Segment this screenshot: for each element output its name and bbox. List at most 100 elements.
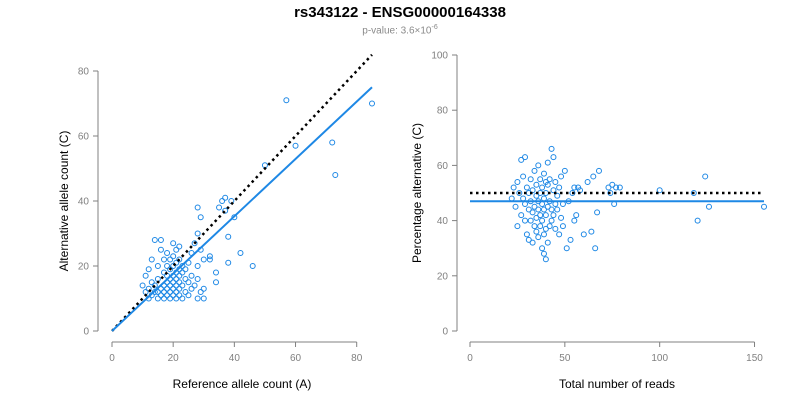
left-data-point	[194, 276, 201, 282]
left-data-point	[170, 253, 177, 260]
right-data-point	[544, 181, 551, 188]
chart-subtitle: p-value: 3.6×10-6	[0, 24, 800, 36]
left-data-point	[170, 263, 177, 269]
right-data-point	[523, 231, 530, 238]
left-data-point	[173, 246, 180, 253]
right-y-tick-label: 100	[431, 51, 448, 62]
right-data-point	[554, 206, 561, 213]
right-data-point	[531, 167, 538, 174]
left-data-point	[222, 207, 229, 214]
right-data-point	[702, 173, 709, 180]
right-data-point	[533, 214, 540, 221]
right-data-point	[508, 195, 515, 202]
left-data-point	[161, 289, 167, 295]
left-data-point	[329, 139, 336, 146]
left-data-point	[167, 282, 174, 289]
left-data-point	[222, 194, 229, 201]
right-data-point	[542, 256, 549, 263]
right-data-point	[605, 184, 612, 191]
left-data-point	[369, 100, 375, 107]
right-data-point	[544, 159, 551, 166]
left-data-point	[151, 237, 158, 243]
left-data-point	[148, 256, 155, 263]
right-data-point	[535, 206, 542, 213]
right-data-point	[613, 184, 620, 191]
right-data-point	[512, 203, 519, 210]
left-data-point	[179, 295, 186, 302]
left-data-point	[142, 272, 149, 279]
right-data-point	[588, 228, 595, 235]
right-data-point	[559, 201, 566, 208]
right-data-point	[527, 217, 534, 224]
left-data-point	[151, 282, 158, 289]
left-data-point	[176, 285, 183, 292]
left-data-point	[200, 256, 207, 263]
right-data-point	[531, 203, 538, 210]
right-y-tick-label: 20	[437, 271, 449, 282]
left-data-point	[167, 295, 174, 302]
left-data-point	[145, 266, 152, 273]
left-data-point	[157, 237, 164, 243]
left-data-point	[213, 279, 219, 286]
chart-title: rs343122 - ENSG00000164338	[294, 4, 506, 21]
right-data-point	[540, 170, 547, 177]
right-data-point	[533, 228, 540, 235]
left-data-point	[237, 250, 244, 256]
left-data-point	[225, 233, 232, 240]
right-data-point	[592, 245, 599, 252]
right-data-point	[516, 190, 523, 196]
right-data-point	[552, 225, 559, 232]
right-data-point	[540, 250, 547, 257]
right-data-point	[558, 173, 565, 180]
right-data-point	[539, 217, 546, 224]
right-y-axis-title: Percentage alternative (C)	[410, 123, 424, 263]
left-data-point	[176, 292, 183, 299]
left-x-tick-label: 20	[168, 353, 180, 364]
right-data-point	[594, 209, 601, 216]
left-data-point	[188, 285, 195, 292]
left-data-point	[164, 292, 171, 299]
right-data-point	[580, 231, 587, 238]
right-data-point	[542, 212, 549, 219]
left-data-point	[179, 269, 186, 276]
right-data-point	[540, 231, 547, 238]
right-data-point	[523, 184, 530, 191]
p-value-text: p-value: 3.6×10	[362, 25, 432, 37]
right-data-point	[548, 145, 555, 152]
left-data-point	[157, 292, 164, 299]
left-data-point	[292, 142, 299, 149]
left-data-point	[200, 295, 207, 302]
right-y-tick-label: 60	[437, 161, 449, 172]
left-panel: 0 20 40 60 80 0 20 40 60 80 Reference allele count…	[57, 53, 375, 391]
right-data-point	[529, 209, 536, 216]
right-data-point	[518, 212, 525, 219]
left-data-point	[231, 214, 238, 221]
left-y-axis-title: Alternative allele count (C)	[57, 131, 71, 272]
right-data-point	[537, 176, 544, 183]
left-data-point	[173, 295, 180, 302]
right-data-point	[558, 214, 565, 221]
left-data-point	[173, 276, 180, 282]
left-data-point	[154, 295, 161, 302]
right-data-point	[571, 184, 578, 191]
right-x-axis-title: Total number of reads	[559, 377, 675, 391]
right-data-point	[567, 236, 574, 243]
right-data-point	[705, 203, 712, 210]
left-data-point	[191, 282, 198, 289]
right-data-point	[529, 187, 536, 194]
right-data-point	[525, 206, 532, 213]
left-data-point	[188, 272, 195, 279]
left-x-tick-label: 40	[229, 353, 241, 364]
left-data-point	[148, 279, 155, 286]
right-data-point	[533, 181, 540, 188]
right-data-point	[522, 217, 529, 224]
left-data-point	[182, 289, 189, 295]
left-data-point	[173, 282, 180, 289]
left-data-point	[154, 263, 161, 269]
right-data-point	[510, 184, 517, 191]
left-data-point	[167, 256, 174, 263]
left-data-point	[164, 250, 171, 256]
right-data-point	[556, 184, 563, 191]
right-data-point	[548, 206, 555, 213]
left-y-tick-label: 20	[78, 262, 90, 273]
